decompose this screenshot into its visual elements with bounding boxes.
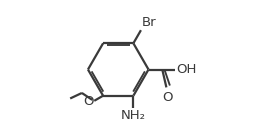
Text: O: O xyxy=(163,91,173,104)
Text: Br: Br xyxy=(142,17,156,29)
Text: OH: OH xyxy=(176,63,196,76)
Text: O: O xyxy=(83,95,93,108)
Text: NH₂: NH₂ xyxy=(121,110,146,122)
